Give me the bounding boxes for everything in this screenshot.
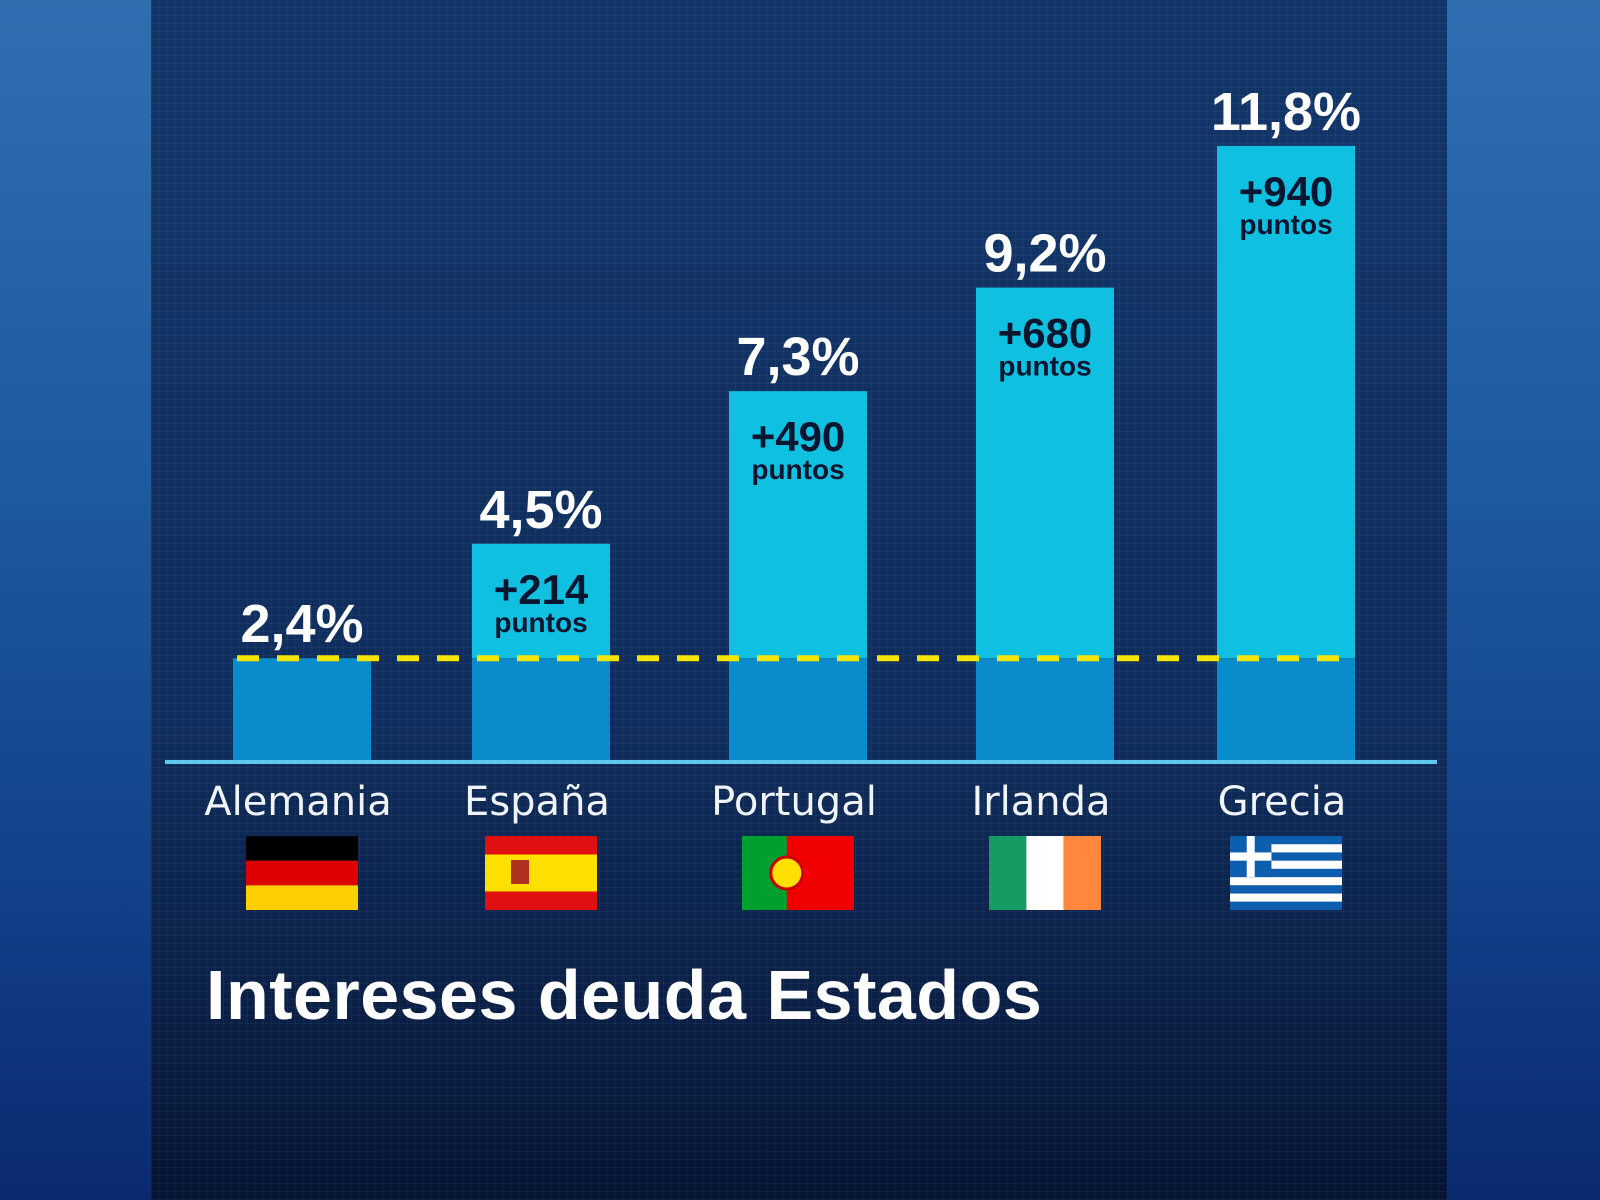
value-label: 9,2% [983,224,1106,284]
bar-base [976,658,1114,760]
flag-stripe [1230,901,1342,910]
flag-stripe [1230,852,1272,861]
spread-label: +214 [494,566,589,613]
spread-unit-label: puntos [751,454,844,485]
value-label: 4,5% [479,480,602,540]
chart-title: Intereses deuda Estados [206,956,1043,1034]
category-label: Portugal [711,779,877,825]
flag-emblem [769,855,805,891]
value-label: 7,3% [736,327,859,387]
spread-label: +680 [998,310,1093,357]
bar-upper [1217,145,1355,659]
flag-stripe [485,854,597,892]
spread-unit-label: puntos [494,607,587,638]
spain-flag [485,836,597,910]
category-label: España [464,779,610,825]
flag-stripe [1230,852,1342,861]
flag-stripe [246,860,358,886]
portugal-flag [742,836,854,910]
flag-stripe [1230,860,1342,869]
bar-base [472,658,610,760]
bar-upper [729,391,867,659]
spread-unit-label: puntos [1239,209,1332,240]
flag-stripe [246,885,358,910]
category-label: Alemania [204,779,392,825]
value-label: 11,8% [1211,82,1361,142]
category-label: Irlanda [971,779,1110,825]
flag-stripe [1063,836,1101,910]
value-label: 2,4% [240,594,363,654]
flag-stripe [1230,877,1342,886]
flag-stripe [1230,893,1342,902]
greece-flag [1230,836,1342,910]
bar-upper [472,543,610,659]
bar-upper [976,287,1114,659]
bar-base [233,658,371,760]
spread-label: +490 [751,413,846,460]
flag-stripe [989,836,1027,910]
flag-stripe [1230,844,1342,853]
spread-label: +940 [1239,168,1334,215]
flag-stripe [511,860,529,884]
bar-base [1217,658,1355,760]
ireland-flag [989,836,1101,910]
germany-flag [246,836,358,910]
spread-unit-label: puntos [998,351,1091,382]
bar-base [729,658,867,760]
category-label: Grecia [1218,779,1347,825]
flag-stripe [1026,836,1064,910]
flag-stripe [1230,868,1342,878]
flag-stripe [1230,885,1342,894]
flag-stripe [1230,836,1342,845]
flag-stripe [246,836,358,861]
